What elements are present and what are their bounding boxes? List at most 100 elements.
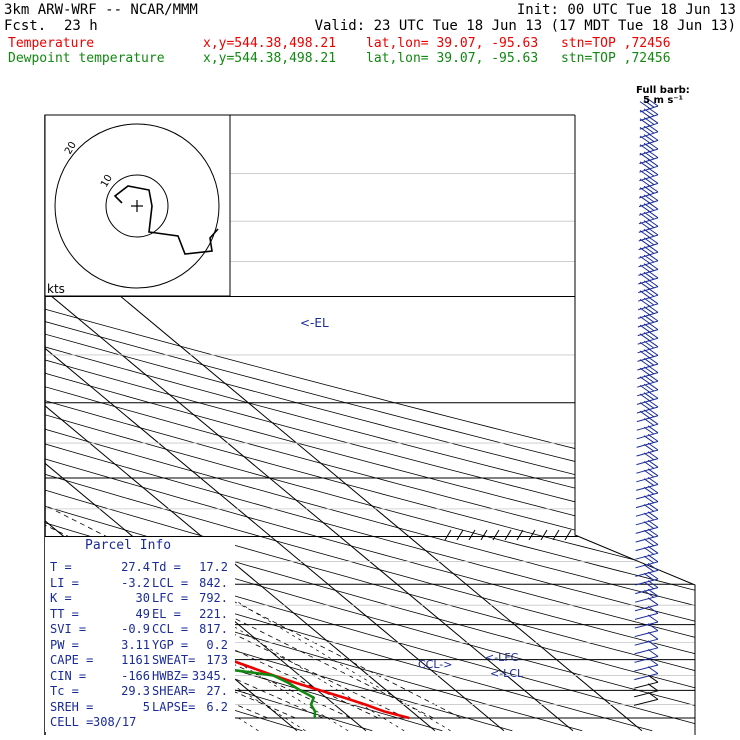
parcel-info-key: EL = xyxy=(152,606,181,621)
wind-barb-flag xyxy=(647,433,659,442)
temperature-legend-latlon: lat,lon= 39.07, -95.63 xyxy=(366,36,539,51)
parcel-info-key: Td = xyxy=(152,560,181,574)
lcl-marker: <-LCL xyxy=(490,667,524,680)
wind-barb xyxy=(634,638,659,646)
parcel-info-value: 792. xyxy=(199,591,228,605)
parcel-info-value: 1161 xyxy=(121,653,150,667)
wind-barb-flag xyxy=(647,519,659,528)
parcel-info-key: LFC = xyxy=(152,591,189,605)
wind-barb-flag xyxy=(643,306,655,315)
moist-adiabat-line xyxy=(45,296,324,719)
parcel-info-value: 308/17 xyxy=(93,715,137,729)
wind-barb-flag xyxy=(647,304,659,313)
wind-barb-flag xyxy=(647,537,659,546)
wind-barb-flag xyxy=(643,125,655,134)
wind-barb xyxy=(639,182,659,190)
el-marker: <-EL xyxy=(300,316,329,330)
wind-barb-flag xyxy=(647,158,659,167)
lfc-marker: <-LFC xyxy=(485,651,519,664)
wind-barb xyxy=(639,157,659,165)
wind-barb-flag xyxy=(647,416,659,425)
wind-barb xyxy=(636,440,659,448)
wind-barb-flag xyxy=(647,511,659,520)
wind-barb-flag xyxy=(647,640,659,649)
parcel-info-key: PW = xyxy=(50,637,79,652)
wind-barb-flag xyxy=(647,124,659,133)
wind-barb-flag xyxy=(647,580,659,589)
wind-barb xyxy=(634,621,659,629)
wind-barb-flag xyxy=(647,485,659,494)
parcel-info-key: HWBZ= xyxy=(152,668,189,683)
wind-barb-flag xyxy=(647,141,659,150)
isotherm-line xyxy=(45,115,574,732)
wind-barb-flag xyxy=(647,98,659,107)
wind-barb-flag xyxy=(643,237,655,246)
wind-barb-flag xyxy=(643,323,655,332)
wind-barb-flag xyxy=(647,623,659,632)
wind-barb-flag xyxy=(643,203,655,211)
wind-barb xyxy=(636,423,659,431)
wind-barb-flag xyxy=(643,443,655,452)
wind-barb xyxy=(639,165,659,173)
parcel-info-key: LCL = xyxy=(152,575,189,590)
wind-barb-flag xyxy=(647,528,659,537)
wind-barb xyxy=(634,604,659,612)
wind-barb xyxy=(635,578,659,586)
right-boundary-line xyxy=(574,115,696,735)
wind-barb-flag xyxy=(643,383,655,392)
wind-barb-flag xyxy=(643,486,655,495)
wind-barb-flag xyxy=(643,547,655,555)
wind-barb-flag xyxy=(643,211,655,220)
wind-barb-flag xyxy=(643,297,655,306)
wind-barb-flag xyxy=(643,529,655,538)
full-barb-units: 5 m s⁻¹ xyxy=(643,95,683,106)
wind-barb-flag xyxy=(643,409,655,418)
wind-barb-tick xyxy=(444,529,452,541)
wind-barb xyxy=(635,561,659,569)
dry-adiabat-line xyxy=(45,115,583,732)
wind-barb-flag xyxy=(643,142,655,151)
wind-barb-flag xyxy=(643,134,655,143)
wind-barb-flag xyxy=(647,175,659,184)
wind-barb-flag xyxy=(643,194,655,203)
parcel-info-key: T = xyxy=(50,560,72,574)
wind-barb-tick xyxy=(564,529,572,541)
dry-adiabat-line xyxy=(45,115,695,732)
dry-adiabat-line xyxy=(45,115,695,732)
temperature-legend-xy: x,y=544.38,498.21 xyxy=(203,36,337,51)
wind-barb xyxy=(636,466,659,474)
wind-barb-flag xyxy=(647,382,659,391)
parcel-info-value: 842. xyxy=(199,575,228,590)
wind-barb-flag xyxy=(647,494,659,503)
wind-barb xyxy=(636,432,659,440)
wind-barb-flag xyxy=(647,657,659,666)
dry-adiabat-line xyxy=(45,115,695,732)
wind-barb-flag xyxy=(647,399,659,408)
parcel-info-key: CAPE = xyxy=(50,653,94,667)
wind-barb-flag xyxy=(647,442,659,451)
wind-barb xyxy=(635,552,659,560)
wind-barb-flag xyxy=(643,357,655,366)
wind-barb-flag xyxy=(643,289,655,297)
wind-barb-flag xyxy=(643,366,655,375)
wind-barb-flag xyxy=(647,562,659,571)
dry-adiabat-line xyxy=(45,115,695,732)
parcel-info-value: 3345. xyxy=(191,668,228,683)
wind-barb-tick xyxy=(504,529,512,541)
wind-barb-flag xyxy=(643,99,655,108)
parcel-info-key: SHEAR= xyxy=(152,684,196,698)
wind-barb-flag xyxy=(647,459,659,468)
mixing-ratio-line xyxy=(208,583,451,732)
wind-barb-flag xyxy=(647,313,659,322)
parcel-info-value: 29.3 xyxy=(121,684,150,698)
parcel-info-value: 49 xyxy=(135,606,150,621)
isotherm-line xyxy=(45,115,643,732)
temperature-profile-line xyxy=(45,115,410,720)
parcel-info-key: CCL = xyxy=(152,622,189,636)
wind-barb xyxy=(636,449,659,457)
wind-barb xyxy=(635,492,659,500)
dry-adiabat-line xyxy=(45,115,695,732)
wind-barb-flag xyxy=(643,168,655,177)
wind-barb-flag xyxy=(647,356,659,365)
wind-barb-flag xyxy=(643,521,655,530)
